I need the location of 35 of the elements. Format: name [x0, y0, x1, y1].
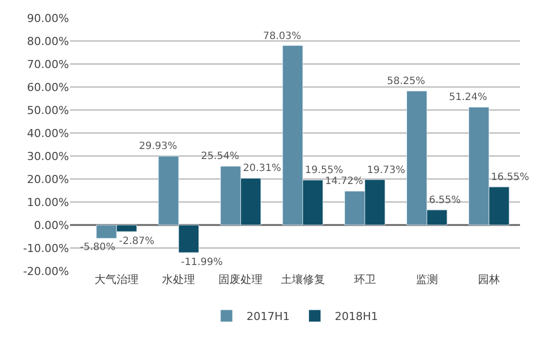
- y-tick-label: -10.00%: [23, 242, 69, 255]
- data-label: -2.87%: [119, 236, 154, 247]
- legend-label: 2018H1: [334, 310, 378, 324]
- y-tick-label: -20.00%: [23, 264, 69, 278]
- data-label: 29.93%: [139, 141, 178, 152]
- data-label: 19.73%: [367, 165, 406, 176]
- y-tick-label: 70.00%: [27, 58, 69, 71]
- x-tick-label: 水处理: [162, 273, 196, 286]
- data-label: 16.55%: [491, 172, 530, 183]
- data-label: 14.72%: [325, 176, 364, 187]
- y-tick-label: 50.00%: [27, 104, 69, 117]
- data-label: -11.99%: [181, 257, 223, 268]
- legend-label: 2017H1: [246, 310, 290, 324]
- x-tick-label: 大气治理: [94, 273, 139, 286]
- y-tick-label: 60.00%: [27, 80, 69, 94]
- data-label: 51.24%: [449, 92, 488, 103]
- y-tick-label: 20.00%: [27, 172, 69, 186]
- data-label: 58.25%: [387, 76, 426, 87]
- y-tick-label: 30.00%: [27, 150, 69, 163]
- data-label: 6.55%: [429, 195, 461, 206]
- y-tick-label: 40.00%: [27, 126, 69, 140]
- x-tick-label: 环卫: [354, 273, 376, 286]
- y-tick-label: 80.00%: [27, 34, 69, 48]
- data-label: 78.03%: [263, 31, 302, 42]
- y-tick-label: 0.00%: [34, 218, 69, 232]
- data-label: -5.80%: [80, 242, 116, 253]
- data-label: 25.54%: [201, 151, 240, 162]
- x-tick-label: 园林: [478, 273, 500, 286]
- x-tick-label: 固废处理: [218, 273, 263, 286]
- y-tick-label: 10.00%: [27, 196, 69, 209]
- x-tick-label: 土壤修复: [280, 273, 325, 286]
- data-label: 19.55%: [305, 165, 344, 176]
- y-tick-label: 90.00%: [27, 12, 69, 25]
- data-label: 20.31%: [243, 163, 282, 174]
- x-tick-label: 监测: [416, 273, 438, 286]
